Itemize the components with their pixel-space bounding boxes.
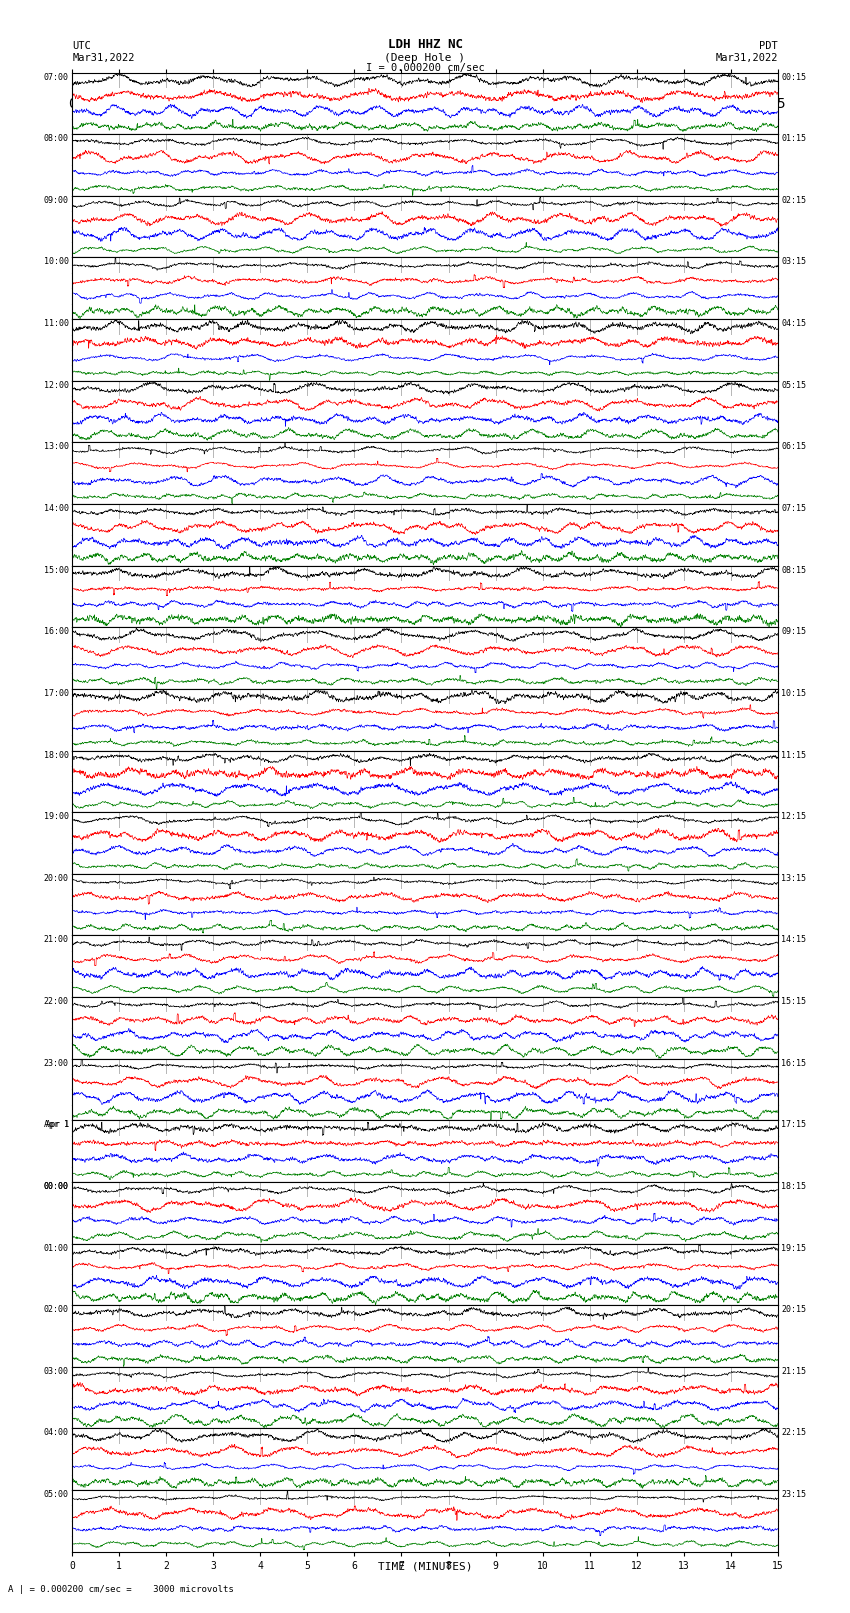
Text: 00:00: 00:00 [43, 1182, 69, 1190]
Text: 20:00: 20:00 [43, 874, 69, 882]
Text: 08:15: 08:15 [781, 566, 807, 574]
Text: 14:00: 14:00 [43, 503, 69, 513]
Text: 11:00: 11:00 [43, 319, 69, 327]
Text: 01:15: 01:15 [781, 134, 807, 144]
Text: 05:15: 05:15 [781, 381, 807, 390]
Text: 04:15: 04:15 [781, 319, 807, 327]
Text: UTC: UTC [72, 40, 91, 50]
Text: 19:00: 19:00 [43, 813, 69, 821]
Text: 08:00: 08:00 [43, 134, 69, 144]
Text: 04:00: 04:00 [43, 1429, 69, 1437]
Text: 22:15: 22:15 [781, 1429, 807, 1437]
Text: 03:00: 03:00 [43, 1366, 69, 1376]
Text: 22:00: 22:00 [43, 997, 69, 1007]
Text: 16:00: 16:00 [43, 627, 69, 636]
Text: 21:00: 21:00 [43, 936, 69, 944]
Text: Mar31,2022: Mar31,2022 [72, 53, 135, 63]
Text: 17:00: 17:00 [43, 689, 69, 698]
Text: 10:15: 10:15 [781, 689, 807, 698]
Text: 17:15: 17:15 [781, 1121, 807, 1129]
Text: Apr 1: Apr 1 [46, 1121, 69, 1129]
Text: 03:15: 03:15 [781, 258, 807, 266]
Text: I = 0.000200 cm/sec: I = 0.000200 cm/sec [366, 63, 484, 73]
Text: 02:15: 02:15 [781, 195, 807, 205]
Text: 15:00: 15:00 [43, 566, 69, 574]
Text: Apr 1: Apr 1 [43, 1121, 69, 1129]
Text: 23:15: 23:15 [781, 1490, 807, 1498]
Text: 09:00: 09:00 [43, 195, 69, 205]
Text: 20:15: 20:15 [781, 1305, 807, 1315]
Text: PDT: PDT [759, 40, 778, 50]
Text: 00:00: 00:00 [43, 1182, 69, 1190]
Text: 19:15: 19:15 [781, 1244, 807, 1253]
Text: 16:15: 16:15 [781, 1058, 807, 1068]
Text: 00:15: 00:15 [781, 73, 807, 82]
Text: Mar31,2022: Mar31,2022 [715, 53, 778, 63]
Text: 01:00: 01:00 [43, 1244, 69, 1253]
Text: TIME (MINUTES): TIME (MINUTES) [377, 1561, 473, 1571]
Text: 09:15: 09:15 [781, 627, 807, 636]
Text: A | = 0.000200 cm/sec =    3000 microvolts: A | = 0.000200 cm/sec = 3000 microvolts [8, 1584, 235, 1594]
Text: 12:00: 12:00 [43, 381, 69, 390]
Text: 23:00: 23:00 [43, 1058, 69, 1068]
Text: 18:00: 18:00 [43, 750, 69, 760]
Text: 06:15: 06:15 [781, 442, 807, 452]
Text: LDH HHZ NC: LDH HHZ NC [388, 37, 462, 50]
Text: 07:00: 07:00 [43, 73, 69, 82]
Text: 12:15: 12:15 [781, 813, 807, 821]
Text: 10:00: 10:00 [43, 258, 69, 266]
Text: 18:15: 18:15 [781, 1182, 807, 1190]
Text: 02:00: 02:00 [43, 1305, 69, 1315]
Text: 11:15: 11:15 [781, 750, 807, 760]
Text: 15:15: 15:15 [781, 997, 807, 1007]
Text: 13:00: 13:00 [43, 442, 69, 452]
Text: 07:15: 07:15 [781, 503, 807, 513]
Text: 14:15: 14:15 [781, 936, 807, 944]
Text: (Deep Hole ): (Deep Hole ) [384, 53, 466, 63]
Text: 13:15: 13:15 [781, 874, 807, 882]
Text: 05:00: 05:00 [43, 1490, 69, 1498]
Text: 21:15: 21:15 [781, 1366, 807, 1376]
